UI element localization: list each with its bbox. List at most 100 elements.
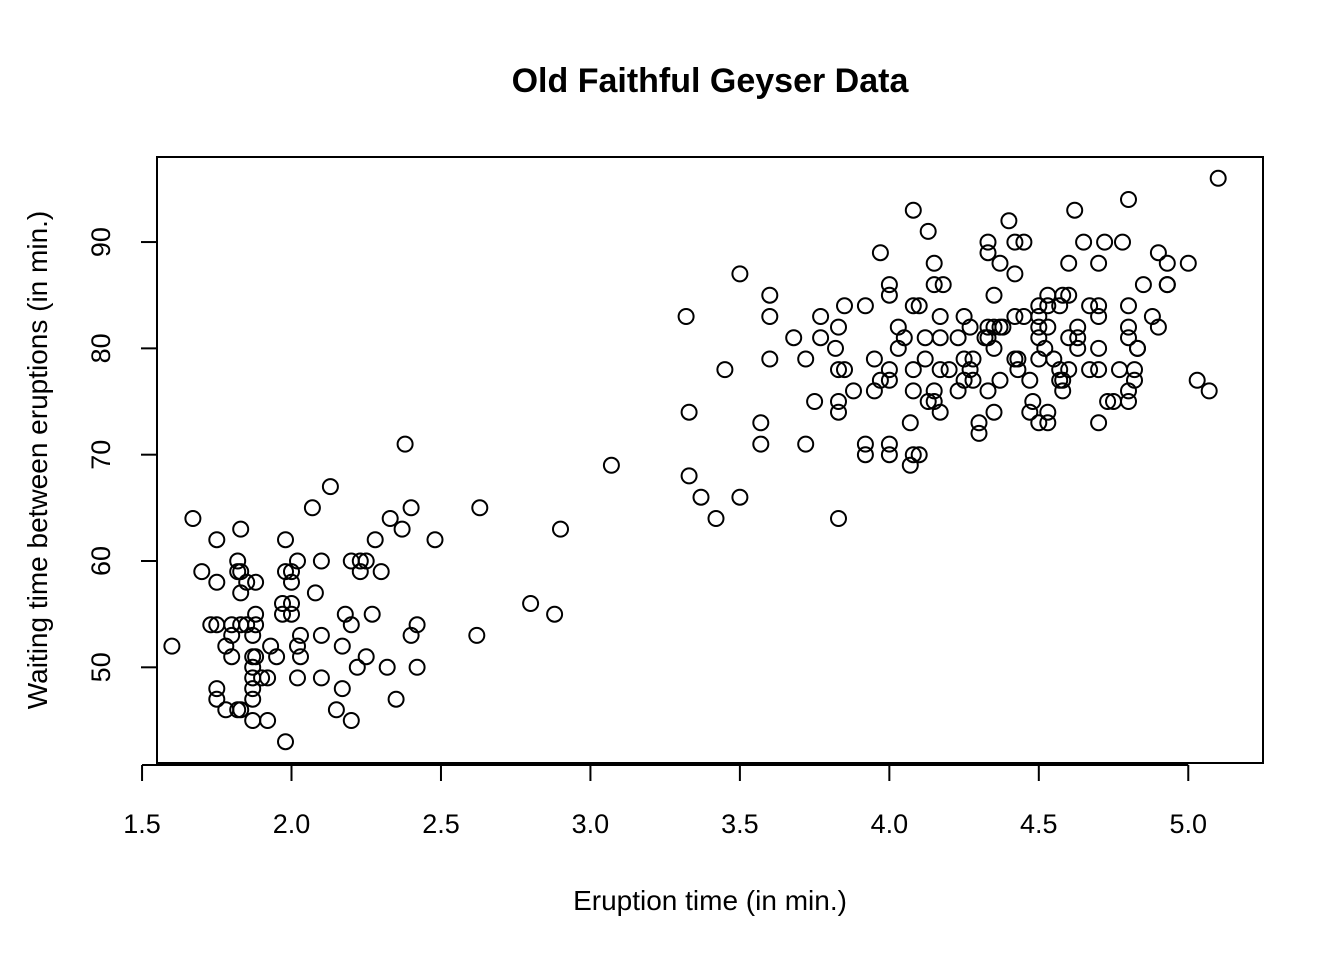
data-point [223,648,241,666]
data-point [1024,393,1042,410]
data-point [901,414,919,432]
data-point [761,308,779,325]
data-point [845,382,862,400]
data-point [1090,254,1108,272]
data-point [247,616,265,634]
data-point [387,690,405,708]
data-point [827,339,844,357]
data-point [1069,318,1087,336]
data-point [949,329,967,347]
data-point [312,552,330,570]
data-point [919,222,937,240]
data-point [865,350,883,368]
data-point [396,435,414,453]
data-point [289,552,306,570]
data-point [522,595,540,612]
data-point [244,690,262,708]
data-point [692,488,710,506]
data-point [372,563,390,581]
data-point [1090,339,1108,357]
data-point [381,510,399,527]
data-point [357,552,375,570]
data-point [1021,371,1039,389]
data-point [208,680,226,698]
data-point [1066,201,1084,219]
chart-title: Old Faithful Geyser Data [512,62,910,100]
data-point [1051,361,1069,379]
data-point [1030,414,1048,432]
data-point [1149,318,1167,336]
data-point [1036,339,1054,357]
data-point [797,435,815,453]
data-point [731,488,749,506]
data-point [283,595,300,612]
data-point [1090,414,1108,432]
data-point [342,616,360,634]
data-point [274,595,291,612]
data-point [244,658,262,676]
x-tick-label: 3.5 [721,809,759,839]
data-point [1090,361,1108,379]
data-point [402,499,420,517]
data-point [931,361,949,379]
data-point [546,605,564,623]
data-point [1120,393,1137,410]
data-point [985,286,1003,304]
data-point [378,658,396,676]
data-point [342,712,360,729]
data-point [1060,361,1078,379]
data-point [1030,297,1048,315]
data-point [1006,233,1024,251]
data-point [333,680,351,698]
data-point [468,626,486,644]
data-point [830,393,847,410]
y-axis-ticks: 50 60 70 80 90 [86,227,157,682]
data-point [916,329,934,347]
data-point [880,435,898,453]
data-point [208,573,226,591]
data-point [979,244,997,262]
data-point [1039,297,1057,315]
data-point [1030,308,1048,325]
data-point [357,648,375,666]
x-axis-ticks: 1.5 2.0 2.5 3.0 3.5 4.0 4.5 5.0 [123,765,1207,839]
data-point [193,563,211,581]
data-point [289,669,306,687]
data-point [830,318,847,336]
data-point [1060,254,1078,272]
x-tick-label: 4.0 [871,809,909,839]
data-point [283,573,300,591]
data-point [247,605,265,623]
data-point [1120,318,1137,336]
data-point [994,318,1012,336]
data-point [1009,361,1027,379]
data-point [680,403,698,421]
data-point [259,712,277,729]
data-point [1096,233,1114,251]
data-point [366,531,384,549]
data-point [1099,393,1117,410]
data-point [880,446,898,464]
data-point [1158,276,1176,294]
data-point [830,403,847,421]
data-point [836,297,853,315]
data-point [752,414,770,432]
data-point [677,308,695,325]
x-axis-label: Eruption time (in min.) [573,885,847,916]
data-point [1081,361,1099,379]
data-point [761,350,779,368]
data-point [856,297,874,315]
x-tick-label: 2.5 [422,809,460,839]
data-point [1200,382,1218,400]
data-point [351,552,369,570]
plot-frame [156,156,1264,764]
data-point [680,467,698,485]
data-point [1021,403,1039,421]
data-point [163,637,181,655]
data-point [232,701,250,719]
data-point [247,648,265,666]
y-tick-label: 80 [86,333,116,363]
data-point [1114,233,1131,251]
data-point [979,382,997,400]
data-point [1000,212,1018,230]
